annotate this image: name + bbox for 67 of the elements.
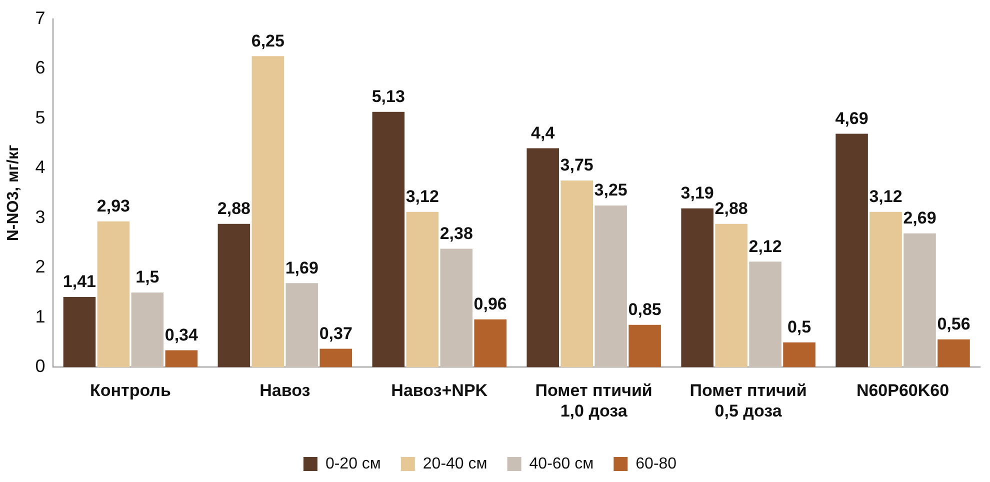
bar [252, 56, 284, 368]
bar [870, 212, 902, 368]
data-label: 1,41 [62, 272, 96, 292]
bar [749, 262, 782, 368]
data-label: 3,12 [869, 187, 902, 206]
bar [904, 233, 936, 368]
y-tick-label: 7 [35, 8, 46, 28]
y-axis-title: N-NO3, мг/кг [5, 144, 22, 242]
data-label: 3,75 [560, 156, 594, 175]
data-label: 2,69 [903, 208, 936, 228]
data-label: 2,12 [748, 236, 782, 256]
legend-label: 60-80 [636, 455, 677, 472]
data-label: 5,13 [372, 87, 405, 106]
x-tick-label: Навоз [260, 381, 310, 400]
bar [526, 148, 560, 368]
data-label: 3,19 [680, 184, 714, 203]
y-tick-label: 1 [35, 306, 46, 326]
y-tick-label: 5 [35, 107, 46, 128]
bar [594, 205, 627, 368]
x-tick-label: Навоз+NPK [391, 381, 488, 400]
x-tick-label: N60P60K60 [856, 381, 950, 400]
data-label: 4,4 [531, 123, 556, 142]
bar [681, 208, 714, 368]
data-label: 0,85 [628, 300, 662, 320]
legend-label: 20-40 см [422, 455, 488, 472]
bar [836, 134, 868, 368]
data-label: 0,5 [787, 318, 812, 336]
bar [165, 350, 198, 368]
data-label: 2,93 [96, 196, 130, 216]
y-tick-label: 3 [35, 206, 46, 227]
bar [97, 221, 130, 368]
bar [715, 224, 748, 368]
legend-label: 40-60 см [529, 455, 594, 472]
bar [320, 348, 352, 368]
bar [406, 212, 439, 368]
bar [63, 297, 96, 368]
bar [218, 224, 250, 368]
y-tick-label: 2 [35, 256, 46, 277]
bar [131, 292, 164, 368]
data-label: 2,38 [440, 224, 473, 243]
bar [372, 112, 405, 368]
bar [783, 342, 816, 368]
x-tick-label: Контроль [90, 381, 171, 400]
data-label: 1,5 [136, 268, 160, 287]
bar [560, 180, 593, 368]
data-label: 0,37 [319, 324, 352, 343]
bar [440, 248, 473, 368]
bar [286, 283, 318, 368]
data-label: 3,25 [594, 180, 628, 200]
x-tick-label: Помет птичий 1,0 доза [535, 381, 652, 420]
data-label: 2,88 [217, 199, 250, 218]
legend-label: 0-20 см [325, 455, 381, 472]
data-label: 6,25 [251, 31, 284, 50]
bar [938, 339, 970, 368]
data-label: 4,69 [835, 108, 868, 128]
data-label: 1,69 [285, 258, 318, 278]
y-tick-label: 6 [35, 58, 46, 78]
bar [474, 319, 506, 368]
bar [628, 324, 661, 368]
y-tick-label: 0 [35, 356, 46, 376]
y-tick-label: 4 [35, 157, 46, 178]
data-label: 3,12 [406, 187, 439, 206]
data-label: 2,88 [714, 199, 748, 218]
x-tick-label: Помет птичий 0,5 доза [690, 381, 807, 420]
data-label: 0,56 [937, 314, 970, 334]
data-label: 0,96 [474, 294, 507, 314]
data-label: 0,34 [164, 325, 198, 344]
